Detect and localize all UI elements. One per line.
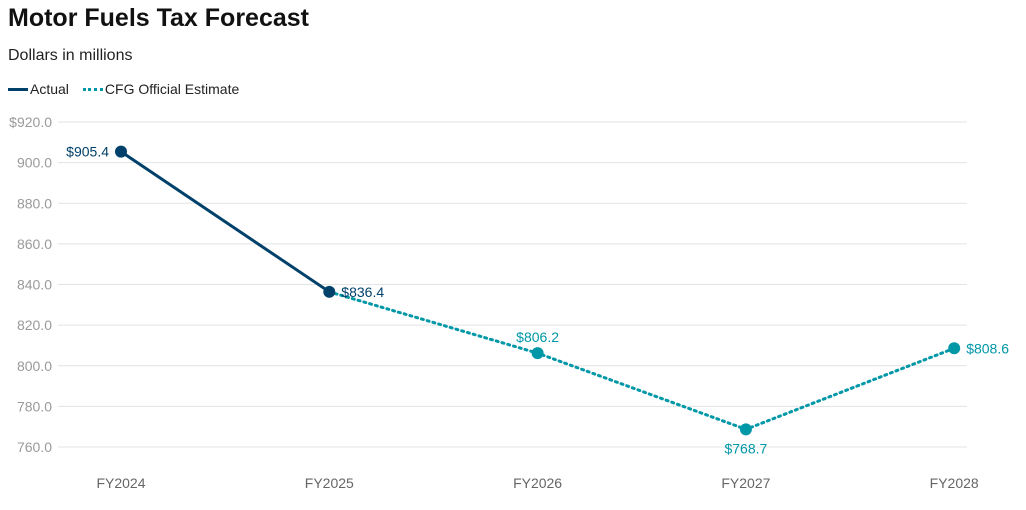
y-tick-label: 860.0 [17, 236, 52, 252]
data-label: $808.6 [966, 340, 1009, 356]
data-point [115, 145, 127, 158]
y-tick-label: 900.0 [17, 155, 52, 171]
chart-subtitle: Dollars in millions [8, 47, 133, 64]
chart-title: Motor Fuels Tax Forecast [8, 4, 309, 32]
x-tick-label: FY2025 [305, 475, 354, 491]
legend-item-actual: Actual [8, 81, 69, 97]
legend-swatch-estimate [82, 87, 103, 91]
data-point [531, 347, 544, 360]
data-point [323, 285, 336, 298]
series-line-cfg-official-estimate [327, 290, 956, 431]
data-point [948, 342, 961, 355]
y-tick-label: 760.0 [17, 439, 52, 455]
data-point [739, 423, 752, 436]
data-label: $768.7 [724, 440, 767, 456]
series-line-actual [119, 150, 331, 294]
legend: Actual CFG Official Estimate [8, 81, 247, 97]
y-tick-label: 880.0 [17, 195, 52, 211]
data-label: $905.4 [66, 144, 109, 160]
x-tick-label: FY2026 [513, 475, 562, 491]
y-tick-label: 800.0 [17, 358, 52, 374]
legend-swatch-actual [8, 87, 28, 91]
legend-label-actual: Actual [30, 81, 69, 97]
x-tick-label: FY2027 [721, 475, 770, 491]
legend-item-estimate: CFG Official Estimate [82, 81, 240, 97]
y-tick-label: 820.0 [17, 317, 52, 333]
y-tick-label: 780.0 [17, 398, 52, 414]
data-label: $836.4 [341, 284, 384, 300]
x-tick-label: FY2028 [930, 475, 979, 491]
y-tick-label: 840.0 [17, 277, 52, 293]
y-tick-label: $920.0 [9, 114, 52, 130]
data-label: $806.2 [516, 329, 559, 345]
x-tick-label: FY2024 [96, 475, 145, 491]
legend-label-estimate: CFG Official Estimate [104, 81, 240, 97]
